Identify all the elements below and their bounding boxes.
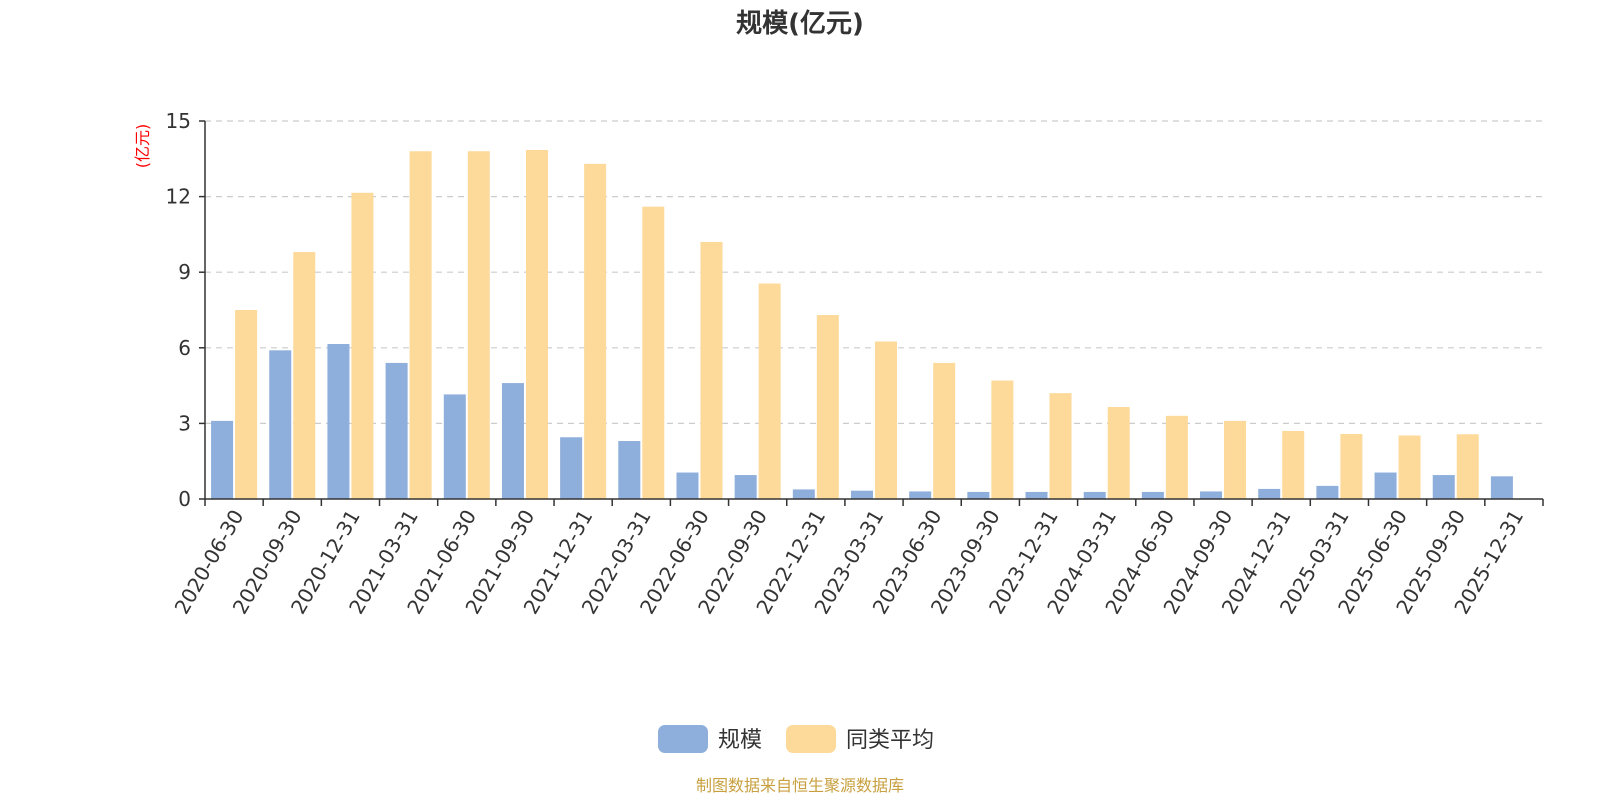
bar-peer-average	[1456, 434, 1479, 499]
bar-peer-average	[1224, 420, 1247, 499]
y-tick-label: 3	[178, 411, 191, 435]
legend: 规模 同类平均	[658, 725, 934, 753]
bar-scale	[1200, 491, 1223, 499]
bar-scale	[792, 489, 815, 499]
y-axis-unit-label: (亿元)	[133, 124, 152, 169]
bar-scale	[501, 383, 524, 499]
bar-peer-average	[1049, 393, 1072, 499]
bar-peer-average	[467, 151, 490, 500]
bar-peer-average	[1340, 433, 1363, 499]
bar-scale	[676, 472, 699, 499]
bar-scale	[385, 362, 408, 499]
bar-scale	[327, 344, 350, 499]
bar-peer-average	[525, 149, 548, 500]
bar-peer-average	[933, 362, 956, 499]
bars	[211, 149, 1513, 500]
bar-peer-average	[816, 315, 839, 499]
bar-peer-average	[1398, 435, 1421, 499]
y-tick-label: 15	[166, 109, 191, 133]
bar-peer-average	[409, 151, 432, 500]
bar-scale	[1083, 491, 1106, 499]
bar-peer-average	[235, 310, 258, 499]
data-source-note: 制图数据来自恒生聚源数据库	[696, 776, 904, 795]
bar-scale	[618, 441, 641, 499]
bar-peer-average	[1107, 407, 1130, 499]
bar-scale	[211, 420, 234, 499]
legend-swatch-peer-average	[786, 725, 836, 753]
legend-label-peer-average: 同类平均	[846, 728, 934, 753]
bar-scale	[1432, 475, 1455, 499]
bar-peer-average	[758, 283, 781, 499]
bar-peer-average	[700, 241, 723, 499]
y-tick-label: 9	[178, 260, 191, 284]
bar-peer-average	[351, 192, 374, 499]
chart-title: 规模(亿元)	[736, 9, 864, 39]
bar-scale	[734, 475, 757, 499]
bar-scale	[560, 437, 583, 499]
bar-scale	[967, 491, 990, 499]
bar-scale	[1374, 472, 1397, 499]
bar-scale	[1316, 485, 1339, 499]
bar-scale	[269, 350, 292, 499]
bar-peer-average	[293, 252, 316, 499]
bar-peer-average	[584, 163, 607, 499]
bar-peer-average	[1282, 430, 1305, 499]
bar-scale	[909, 491, 932, 499]
bar-scale	[1025, 491, 1048, 499]
bar-scale	[1258, 488, 1281, 499]
y-tick-label: 12	[166, 185, 191, 209]
bar-peer-average	[875, 341, 897, 499]
bar-peer-average	[642, 206, 665, 499]
y-tick-label: 6	[178, 336, 191, 360]
legend-swatch-scale	[658, 725, 708, 753]
bar-peer-average	[1165, 415, 1188, 499]
bar-scale	[443, 394, 466, 499]
y-tick-label: 0	[178, 487, 191, 511]
bar-scale	[851, 490, 873, 499]
legend-label-scale: 规模	[718, 728, 762, 753]
bar-scale	[1141, 491, 1164, 499]
bar-scale	[1490, 476, 1513, 499]
bar-peer-average	[991, 380, 1014, 499]
